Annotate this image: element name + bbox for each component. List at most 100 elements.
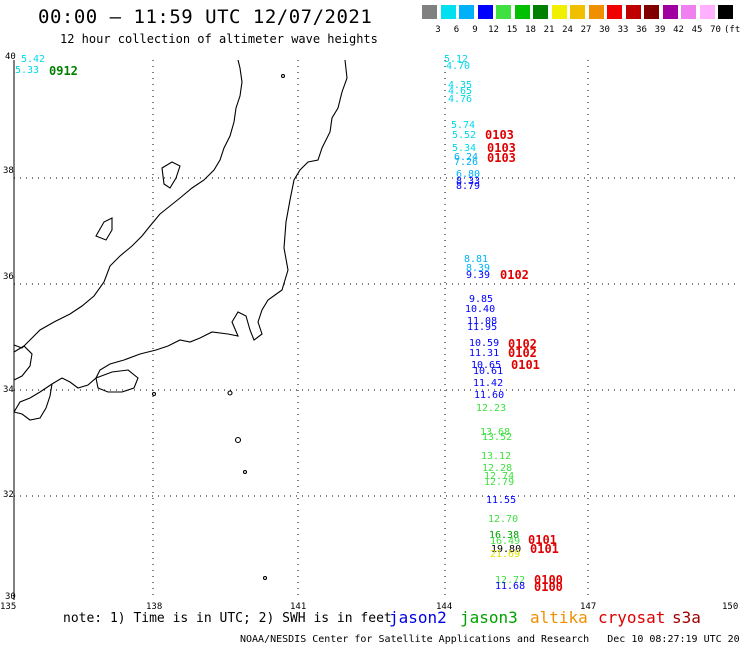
obs-value: 11.55 <box>486 495 517 506</box>
kyushu-south-coastline <box>13 383 53 421</box>
obs-value: 4.76 <box>448 94 473 105</box>
colorbar-label: 3 <box>435 25 441 35</box>
obs-value: 4.35 <box>448 80 473 91</box>
honshu-coastline <box>13 59 348 413</box>
obs-value: 10.61 <box>473 366 504 377</box>
colorbar-swatch <box>588 5 604 19</box>
obs-value: 10.40 <box>465 304 496 315</box>
obs-value: 5.74 <box>451 120 476 131</box>
pass-time: 0103 <box>485 128 514 142</box>
colorbar-label: 6 <box>453 25 460 35</box>
colorbar-swatch <box>459 5 474 19</box>
obs-value: 4.70 <box>446 61 471 72</box>
pass-time: 0101 <box>528 533 557 547</box>
colorbar-swatch <box>551 5 567 19</box>
colorbar-swatch <box>422 5 437 19</box>
legend-altika: altika <box>530 608 588 627</box>
colorbar-label: 33 <box>617 25 629 35</box>
colorbar-label: 21 <box>543 25 555 35</box>
lat-label-36: 36 <box>3 272 14 282</box>
colorbar-swatch <box>477 5 493 19</box>
obs-value: 5.12 <box>444 54 469 65</box>
obs-value: 13.12 <box>481 451 512 462</box>
pass-time: 0102 <box>508 337 537 351</box>
obs-value: 5.52 <box>452 130 477 141</box>
colorbar-label: 24 <box>562 25 573 35</box>
island-1 <box>280 73 286 79</box>
colorbar-swatch <box>440 5 456 19</box>
colorbar-swatch <box>662 5 678 19</box>
pass-time: 0102 <box>500 268 529 282</box>
obs-value: 11.31 <box>469 348 500 359</box>
obs-value: 8.33 <box>456 176 481 187</box>
obs-value: 7.26 <box>454 157 479 168</box>
lon-label-135: 135 <box>0 602 17 612</box>
pass-time: 0103 <box>487 151 516 165</box>
colorbar-swatch <box>699 5 715 19</box>
lat-label-32: 32 <box>3 490 14 500</box>
obs-value: 13.68 <box>480 427 511 438</box>
legend-cryosat: cryosat <box>598 608 666 627</box>
gridlines <box>14 60 735 600</box>
pass-time: 0101 <box>511 358 540 372</box>
colorbar-swatch <box>718 5 733 19</box>
legend-jason2: jason2 <box>389 608 447 627</box>
obs-value: 16.49 <box>490 536 521 547</box>
obs-value: 12.72 <box>495 575 526 586</box>
colorbar-swatch <box>607 5 622 19</box>
obs-value: 12.23 <box>476 403 507 414</box>
shikoku-coastline <box>95 369 139 393</box>
obs-value: 6.80 <box>456 169 481 180</box>
colorbar-swatch <box>496 5 511 19</box>
colorbar-label: 30 <box>599 25 610 35</box>
pass-time: 0103 <box>487 141 516 155</box>
obs-value: 5.42 <box>21 54 46 65</box>
legend-s3a: s3a <box>672 608 701 627</box>
map-subtitle: 12 hour collection of altimeter wave hei… <box>60 32 378 46</box>
pass-time: 0101 <box>530 542 559 556</box>
obs-value: 12.70 <box>488 514 519 525</box>
colorbar-swatch <box>570 5 585 19</box>
colorbar-label: 45 <box>691 25 703 35</box>
obs-value: 19.80 <box>491 544 522 555</box>
obs-value: 12.74 <box>484 471 515 482</box>
lon-label-138: 138 <box>146 602 163 612</box>
obs-value: 9.85 <box>469 294 494 305</box>
obs-value: 12.28 <box>482 463 513 474</box>
obs-value: 11.42 <box>473 378 504 389</box>
legend-jason3: jason3 <box>460 608 518 627</box>
obs-value: 10.59 <box>469 338 500 349</box>
pass-time: 0100 <box>534 573 563 587</box>
pass-time: 0102 <box>508 346 537 360</box>
map-title: 00:00 – 11:59 UTC 12/07/2021 <box>38 6 373 28</box>
obs-value: 11.60 <box>474 390 505 401</box>
lon-label-141: 141 <box>290 602 307 612</box>
obs-value: 4.65 <box>448 86 473 97</box>
kyushu-coastline <box>13 345 33 381</box>
obs-value: 16.38 <box>489 530 520 541</box>
colorbar-swatch <box>625 5 641 19</box>
colorbar-label: 42 <box>673 25 684 35</box>
obs-value: 8.79 <box>456 181 481 192</box>
colorbar-label: 70 <box>710 25 721 35</box>
credit-line: NOAA/NESDIS Center for Satellite Applica… <box>240 634 740 645</box>
colorbar-label: (ft) <box>724 25 740 35</box>
obs-value: 8.39 <box>466 263 491 274</box>
colorbar-label: 39 <box>654 25 666 35</box>
colorbar-label: 36 <box>636 25 647 35</box>
obs-value: 5.33 <box>15 65 40 76</box>
colorbar-swatch <box>644 5 659 19</box>
obs-value: 8.81 <box>464 254 489 265</box>
obs-value: 9.39 <box>466 270 491 281</box>
lat-label-30: 30 <box>5 592 16 602</box>
lat-label-38: 38 <box>3 166 14 176</box>
lon-label-150: 150 <box>722 602 739 612</box>
colorbar-label: 9 <box>472 25 478 35</box>
colorbar-swatch <box>681 5 696 19</box>
island-3 <box>234 436 242 444</box>
obs-value: 5.34 <box>452 143 477 154</box>
sado-island <box>161 161 181 189</box>
note-text: note: 1) Time is in UTC; 2) SWH is in fe… <box>63 611 392 626</box>
island-5 <box>262 575 268 581</box>
lat-label-40: 40 <box>5 52 16 62</box>
